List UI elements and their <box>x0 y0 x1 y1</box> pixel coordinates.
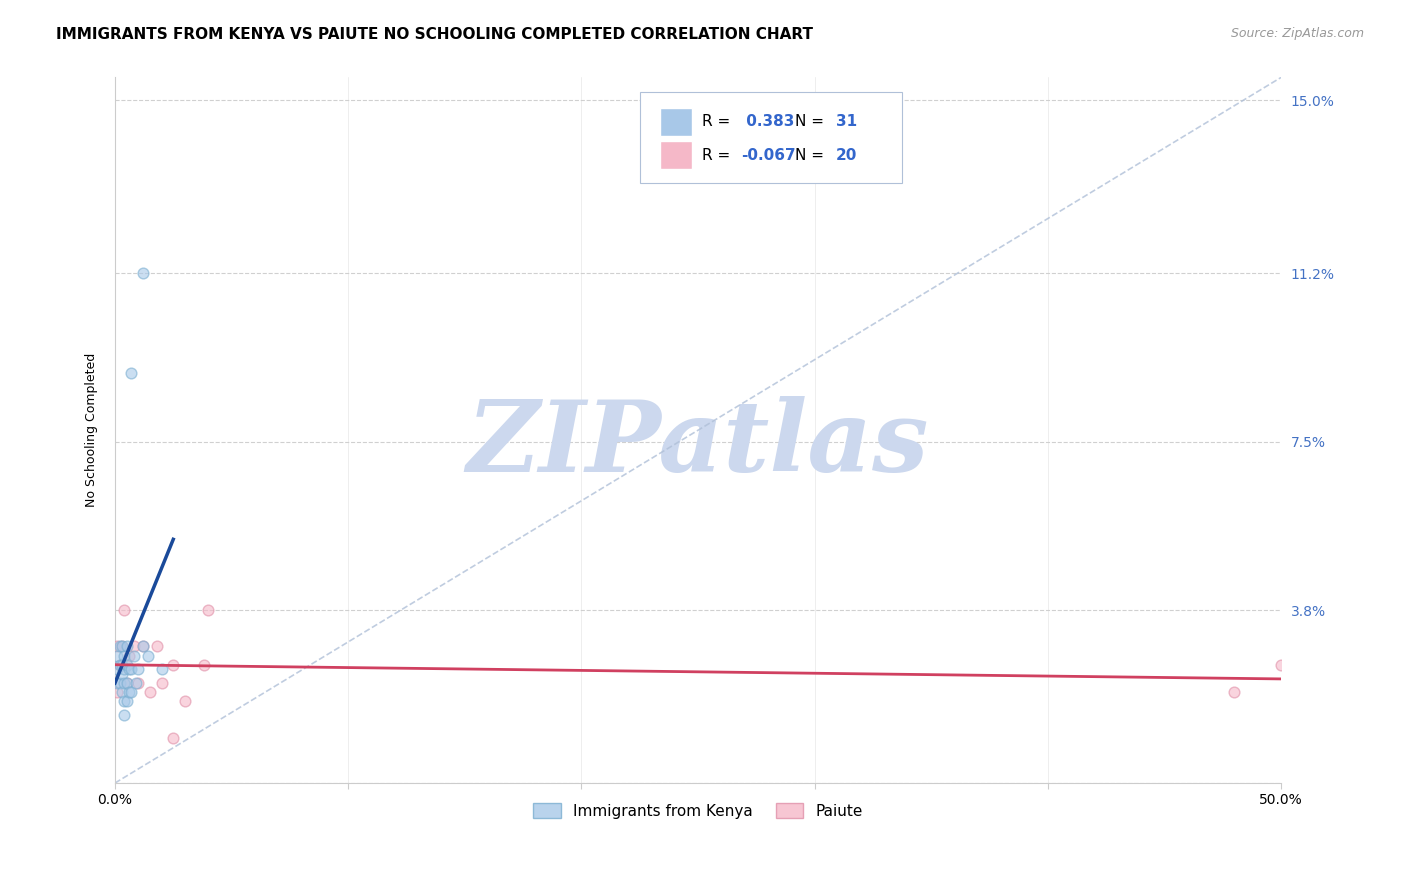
Point <box>115 657 138 672</box>
Point <box>105 685 128 699</box>
Point <box>120 367 142 381</box>
Point <box>127 662 149 676</box>
Text: 0.383: 0.383 <box>741 114 794 129</box>
Bar <box>659 108 692 136</box>
Point <box>115 676 138 690</box>
Text: R =: R = <box>702 147 734 162</box>
Point <box>162 657 184 672</box>
Text: ZIPatlas: ZIPatlas <box>467 396 929 492</box>
Point <box>112 707 135 722</box>
Legend: Immigrants from Kenya, Paiute: Immigrants from Kenya, Paiute <box>527 797 869 825</box>
Text: Source: ZipAtlas.com: Source: ZipAtlas.com <box>1230 27 1364 40</box>
Point <box>115 640 138 654</box>
Point <box>108 657 131 672</box>
Point <box>105 662 128 676</box>
Point <box>125 676 148 690</box>
Point <box>118 648 141 663</box>
Point <box>115 694 138 708</box>
Point <box>118 662 141 676</box>
Point <box>122 640 145 654</box>
Point <box>1270 657 1292 672</box>
Point <box>132 640 155 654</box>
Point <box>118 685 141 699</box>
Point <box>112 603 135 617</box>
Point <box>112 676 135 690</box>
Point <box>108 676 131 690</box>
Point <box>150 662 173 676</box>
Point <box>108 640 131 654</box>
Point <box>1223 685 1246 699</box>
Point <box>132 266 155 280</box>
Point <box>162 731 184 745</box>
Point <box>115 676 138 690</box>
Text: N =: N = <box>794 114 828 129</box>
Point <box>112 662 135 676</box>
Point <box>111 666 134 681</box>
Point <box>112 648 135 663</box>
Text: N =: N = <box>794 147 828 162</box>
Point <box>105 640 128 654</box>
Point <box>111 640 134 654</box>
Bar <box>659 141 692 169</box>
Text: R =: R = <box>702 114 734 129</box>
Point <box>127 676 149 690</box>
FancyBboxPatch shape <box>640 92 903 183</box>
Point <box>105 648 128 663</box>
Point <box>120 662 142 676</box>
Point <box>120 685 142 699</box>
Text: 31: 31 <box>835 114 856 129</box>
Point <box>174 694 197 708</box>
Point <box>105 676 128 690</box>
Point <box>197 603 219 617</box>
Point <box>136 648 159 663</box>
Point <box>139 685 162 699</box>
Text: -0.067: -0.067 <box>741 147 796 162</box>
Point <box>111 685 134 699</box>
Text: IMMIGRANTS FROM KENYA VS PAIUTE NO SCHOOLING COMPLETED CORRELATION CHART: IMMIGRANTS FROM KENYA VS PAIUTE NO SCHOO… <box>56 27 813 42</box>
Point <box>150 676 173 690</box>
Point <box>111 640 134 654</box>
Point <box>122 648 145 663</box>
Point <box>132 640 155 654</box>
Point <box>111 657 134 672</box>
Y-axis label: No Schooling Completed: No Schooling Completed <box>86 353 98 508</box>
Point <box>146 640 169 654</box>
Point <box>108 657 131 672</box>
Point <box>112 694 135 708</box>
Point <box>193 657 215 672</box>
Text: 20: 20 <box>835 147 858 162</box>
